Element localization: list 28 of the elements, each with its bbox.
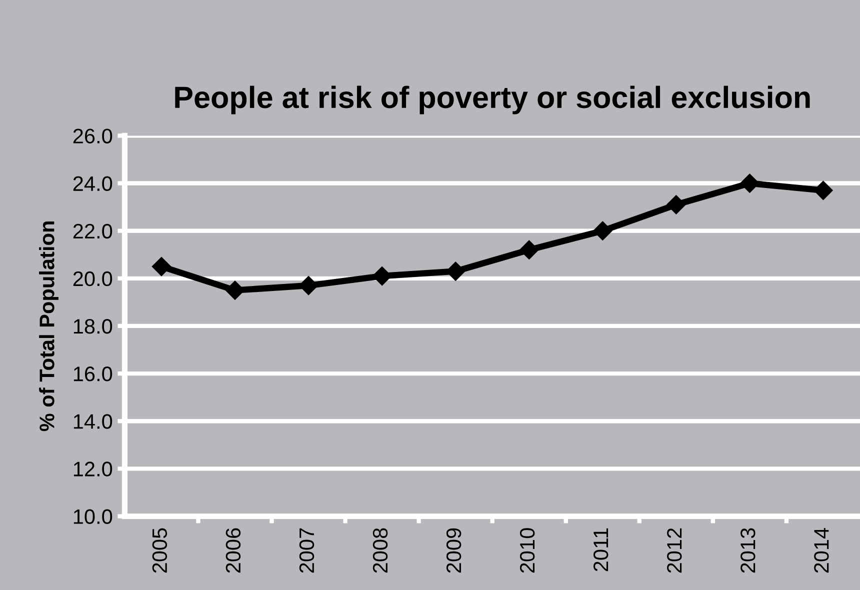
- x-tick-label: 2012: [667, 528, 682, 573]
- y-tick-label: 24.0: [73, 176, 112, 192]
- y-tick-label: 22.0: [73, 224, 112, 239]
- x-tick-label: 2009: [446, 528, 462, 573]
- point: [593, 221, 612, 240]
- point: [666, 195, 686, 214]
- y-tick-label: 26.0: [73, 128, 112, 144]
- x-tick-label: 2011: [593, 528, 608, 572]
- y-tick-label: 16.0: [74, 366, 112, 382]
- y-tick-label: 12.0: [74, 462, 112, 476]
- x-tick-label: 2005: [152, 528, 168, 573]
- x-tick-label: 2010: [520, 528, 535, 573]
- point: [740, 174, 760, 193]
- x-tick-label: 2013: [740, 528, 756, 573]
- x-tick-label: 2014: [814, 528, 829, 573]
- y-axis-title: % of Total Population: [39, 222, 58, 432]
- chart-title: People at risk of poverty or social exclusion: [175, 86, 810, 114]
- x-tick-label: 2006: [226, 528, 241, 573]
- point: [520, 240, 539, 260]
- y-tick-label: 10.0: [74, 509, 112, 524]
- point: [446, 262, 466, 281]
- point: [152, 256, 171, 276]
- y-tick-label: 14.0: [74, 414, 112, 429]
- x-tick-label: 2008: [372, 528, 388, 573]
- point: [814, 180, 833, 200]
- x-tick-label: 2007: [299, 528, 314, 573]
- y-tick-label: 20.0: [73, 271, 112, 286]
- y-tick-label: 18.0: [74, 318, 112, 334]
